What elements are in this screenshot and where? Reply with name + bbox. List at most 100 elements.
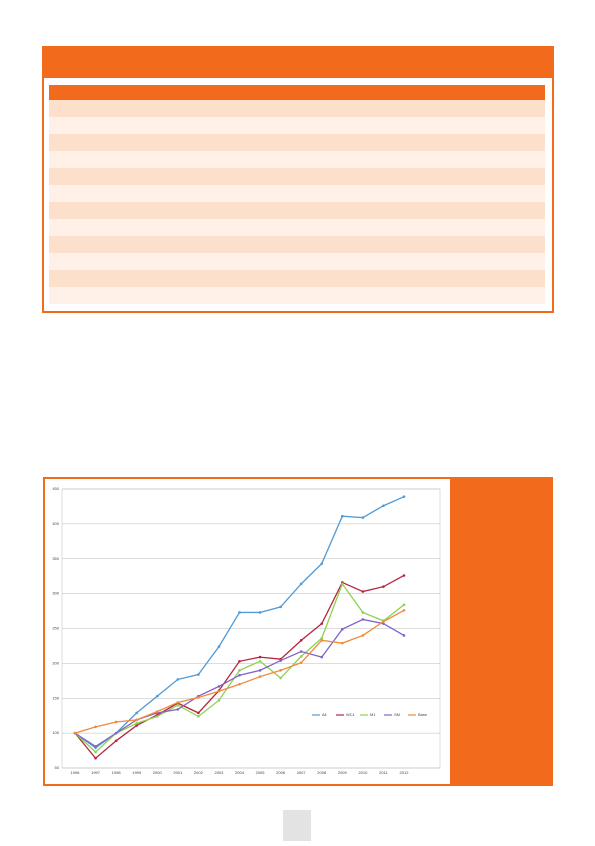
- point: [382, 620, 385, 623]
- point: [176, 703, 180, 707]
- point: [238, 673, 241, 677]
- x-tick-label: 2001: [173, 770, 183, 775]
- point: [320, 639, 324, 642]
- table-row: [49, 168, 545, 185]
- table-row: [49, 134, 545, 151]
- point: [341, 641, 344, 645]
- point: [320, 622, 324, 625]
- point: [361, 618, 365, 621]
- legend-label: M1: [370, 712, 376, 717]
- point: [135, 722, 138, 725]
- legend-label: All: [322, 712, 327, 717]
- table-row: [49, 202, 545, 219]
- point: [299, 655, 303, 658]
- x-tick-label: 1999: [132, 770, 142, 775]
- point: [299, 639, 303, 642]
- point: [197, 673, 200, 676]
- point: [135, 718, 138, 722]
- point: [279, 676, 282, 680]
- table-row: [49, 151, 545, 168]
- point: [197, 696, 200, 699]
- point: [382, 622, 385, 625]
- x-tick-label: 1998: [112, 770, 122, 775]
- y-tick-label: 450: [52, 486, 59, 491]
- point: [176, 708, 180, 711]
- point: [238, 683, 241, 686]
- page-number-box: [283, 810, 311, 841]
- point: [361, 590, 365, 593]
- point: [279, 659, 282, 662]
- point: [299, 650, 303, 653]
- point: [341, 627, 344, 631]
- point: [361, 611, 365, 614]
- legend-label: Base: [418, 712, 428, 717]
- table-row: [49, 253, 545, 270]
- y-tick-label: 250: [52, 626, 59, 631]
- y-tick-label: 350: [52, 556, 59, 561]
- point: [217, 689, 221, 693]
- table-box: [42, 46, 554, 313]
- point: [114, 739, 118, 743]
- point: [258, 669, 262, 672]
- legend-label: SM: [394, 712, 400, 717]
- table-row: [49, 236, 545, 253]
- y-tick-label: 50: [55, 765, 60, 770]
- point: [361, 516, 365, 519]
- point: [176, 701, 180, 704]
- point: [320, 636, 324, 640]
- table-row: [49, 287, 545, 304]
- point: [217, 685, 221, 688]
- point: [73, 731, 77, 735]
- point: [299, 661, 303, 664]
- chart-area: [45, 479, 450, 784]
- x-tick-label: 2007: [297, 770, 307, 775]
- point: [94, 750, 97, 754]
- y-tick-label: 150: [52, 695, 59, 700]
- point: [238, 611, 241, 614]
- point: [217, 699, 221, 702]
- point: [402, 634, 406, 637]
- point: [197, 715, 200, 718]
- point: [155, 694, 159, 698]
- point: [258, 611, 262, 614]
- legend-label: WC1: [346, 712, 356, 717]
- table-row: [49, 185, 545, 202]
- point: [94, 756, 97, 760]
- chart: 50 100 150 200 250 300 350 400 450 1996 1997 1998 19…: [52, 486, 441, 775]
- point: [135, 711, 138, 715]
- x-tick-label: 2005: [256, 770, 266, 775]
- y-tick-label: 300: [52, 591, 59, 596]
- x-tick-label: 2010: [358, 770, 368, 775]
- point: [402, 603, 406, 607]
- point: [155, 710, 159, 713]
- point: [279, 669, 282, 672]
- x-tick-label: 2004: [235, 770, 245, 775]
- table-row: [49, 117, 545, 134]
- point: [238, 669, 241, 672]
- point: [279, 605, 282, 609]
- point: [341, 514, 344, 518]
- point: [402, 609, 406, 612]
- y-tick-label: 100: [52, 730, 59, 735]
- point: [258, 655, 262, 659]
- x-tick-label: 1996: [71, 770, 81, 775]
- table-rows: [49, 100, 545, 304]
- point: [114, 731, 118, 735]
- point: [320, 562, 324, 565]
- point: [299, 582, 303, 586]
- y-tick-label: 400: [52, 521, 59, 526]
- point: [217, 645, 221, 648]
- x-tick-label: 2000: [153, 770, 163, 775]
- point: [382, 504, 385, 508]
- x-tick-label: 2011: [379, 770, 388, 775]
- x-tick-label: 1997: [91, 770, 101, 775]
- point: [155, 715, 159, 718]
- x-tick-label: 2012: [400, 770, 410, 775]
- point: [258, 659, 262, 663]
- point: [320, 655, 324, 659]
- point: [402, 574, 406, 577]
- point: [94, 725, 97, 729]
- point: [402, 495, 406, 498]
